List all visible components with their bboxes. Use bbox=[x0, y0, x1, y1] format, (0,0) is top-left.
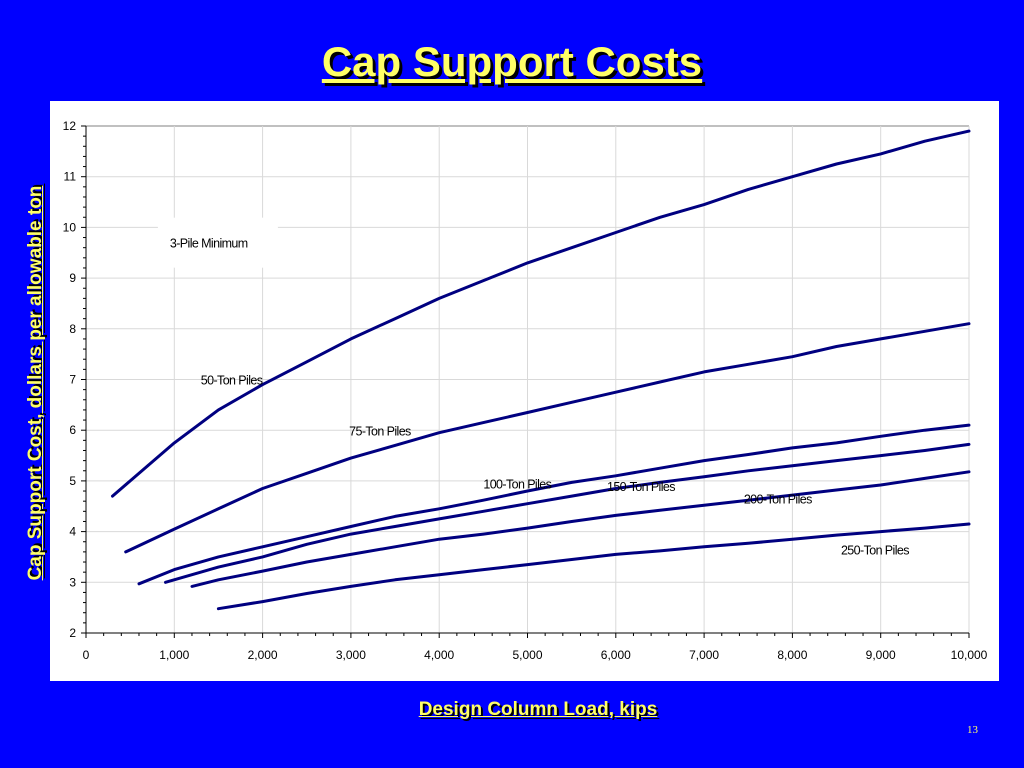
annotation-label: 200-Ton Piles bbox=[744, 493, 812, 507]
series-lines bbox=[111, 129, 971, 611]
x-tick-label: 0 bbox=[83, 648, 90, 662]
tick-labels: 2 3 4 5 6 7 8 9 10 11 12 0 1,000 2,000 3,000 4,000 5,000… bbox=[63, 119, 988, 662]
x-tick-label: 8,000 bbox=[777, 648, 807, 662]
y-tick-label: 10 bbox=[63, 220, 77, 234]
annotation-label: 3-Pile Minimum bbox=[170, 237, 248, 251]
y-tick-label: 4 bbox=[69, 525, 76, 539]
series-line-150-ton-piles bbox=[164, 442, 971, 584]
series-line-100-ton-piles bbox=[137, 423, 971, 586]
y-tick-label: 7 bbox=[69, 373, 76, 387]
annotation-label: 75-Ton Piles bbox=[349, 424, 411, 438]
x-tick-label: 6,000 bbox=[601, 648, 631, 662]
x-tick-label: 5,000 bbox=[512, 648, 542, 662]
x-tick-label: 10,000 bbox=[951, 648, 988, 662]
annotation-label: 50-Ton Piles bbox=[201, 374, 263, 388]
annotation-label: 150-Ton Piles bbox=[607, 480, 675, 494]
y-tick-label: 8 bbox=[69, 322, 76, 336]
annotation-label: 100-Ton Piles bbox=[483, 478, 551, 492]
page-number: 13 bbox=[967, 724, 978, 736]
grid bbox=[86, 125, 970, 633]
annotation-background bbox=[157, 217, 278, 268]
y-tick-label: 6 bbox=[69, 423, 76, 437]
y-tick-label: 11 bbox=[64, 170, 77, 184]
chart-area: 2 3 4 5 6 7 8 9 10 11 12 0 1,000 2,000 3,000 4,000 5,000… bbox=[50, 101, 999, 681]
y-tick-label: 2 bbox=[69, 626, 76, 640]
x-tick-label: 4,000 bbox=[424, 648, 454, 662]
series-line-75-ton-piles bbox=[124, 322, 971, 554]
series-line-250-ton-piles bbox=[216, 522, 971, 611]
y-tick-label: 9 bbox=[69, 271, 76, 285]
y-tick-label: 12 bbox=[63, 119, 77, 133]
x-tick-label: 2,000 bbox=[248, 648, 278, 662]
series-line-50-ton-piles bbox=[111, 129, 971, 498]
x-tick-label: 1,000 bbox=[159, 648, 189, 662]
line-chart: 2 3 4 5 6 7 8 9 10 11 12 0 1,000 2,000 3,000 4,000 5,000… bbox=[63, 119, 988, 662]
slide-title: Cap Support Costs bbox=[321, 38, 703, 85]
series-line-200-ton-piles bbox=[190, 470, 971, 588]
y-tick-label: 3 bbox=[69, 575, 76, 589]
x-axis-label: Design Column Load, kips bbox=[418, 699, 658, 720]
x-tick-label: 9,000 bbox=[866, 648, 896, 662]
y-axis-label: Cap Support Cost, dollars per allowable … bbox=[25, 185, 46, 581]
annotation-label: 250-Ton Piles bbox=[841, 543, 909, 557]
x-tick-label: 7,000 bbox=[689, 648, 719, 662]
axes bbox=[81, 125, 970, 638]
y-tick-label: 5 bbox=[69, 474, 76, 488]
annotations: 3-Pile Minimum 50-Ton Piles 75-Ton Piles 10… bbox=[157, 217, 910, 557]
x-tick-label: 3,000 bbox=[336, 648, 366, 662]
